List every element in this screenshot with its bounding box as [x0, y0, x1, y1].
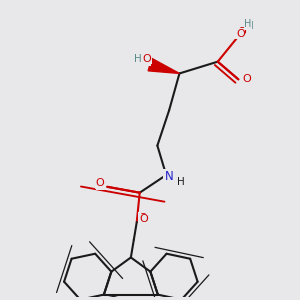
Text: O: O	[97, 179, 105, 190]
Polygon shape	[148, 58, 179, 74]
Text: O: O	[140, 214, 148, 224]
Text: H: H	[177, 177, 185, 188]
Text: N: N	[165, 170, 173, 183]
Text: H: H	[176, 177, 183, 188]
Text: O: O	[242, 74, 251, 84]
Text: H: H	[246, 21, 254, 31]
Text: H: H	[134, 54, 142, 64]
Text: H: H	[133, 55, 141, 65]
Text: O: O	[96, 178, 104, 188]
Text: H: H	[244, 19, 251, 29]
Text: O: O	[236, 29, 245, 39]
Text: O: O	[241, 77, 250, 87]
Text: O: O	[237, 27, 246, 37]
Text: O: O	[141, 55, 150, 65]
Text: O: O	[139, 213, 148, 223]
Text: N: N	[163, 170, 172, 183]
Text: O: O	[143, 54, 152, 64]
